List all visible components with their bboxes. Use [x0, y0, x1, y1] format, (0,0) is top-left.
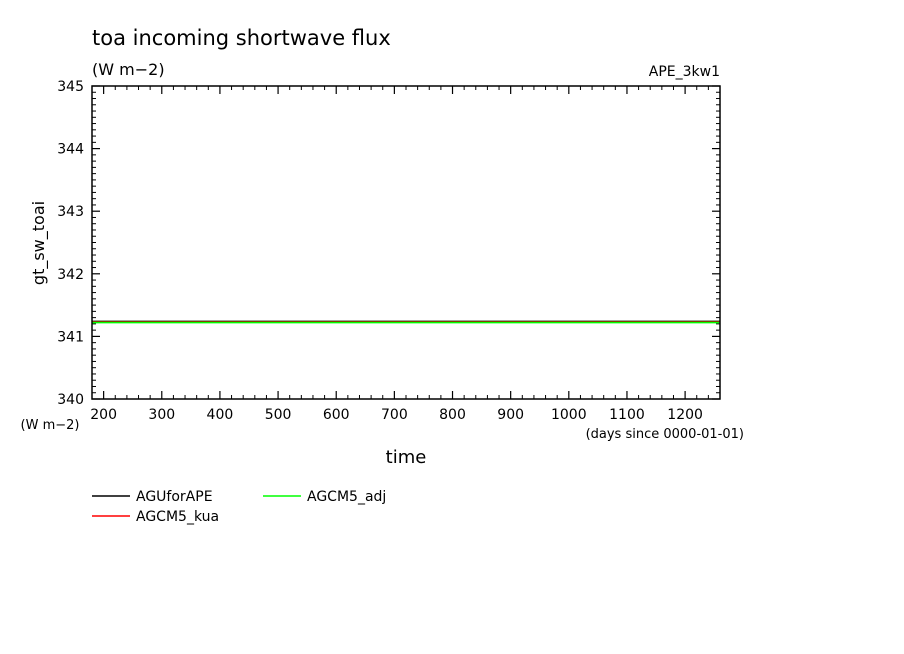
x-tick-label: 500 [265, 407, 292, 423]
dataset-label: APE_3kw1 [649, 64, 720, 80]
x-tick-label: 300 [148, 407, 175, 423]
y-tick-label: 342 [57, 267, 84, 283]
x-tick-label: 1100 [609, 407, 645, 423]
plot-frame [91, 85, 721, 400]
chart-title: toa incoming shortwave flux [92, 26, 391, 50]
x-axis-units: (days since 0000-01-01) [586, 427, 744, 442]
x-tick-label: 700 [381, 407, 408, 423]
x-tick-label: 200 [90, 407, 117, 423]
y-tick-label: 343 [57, 204, 84, 220]
x-tick-label: 1000 [551, 407, 587, 423]
x-tick-label: 400 [207, 407, 234, 423]
legend: AGUforAPE AGCM5_kua AGCM5_adj [92, 489, 386, 525]
y-axis-label: gt_sw_toai [29, 201, 49, 285]
legend-label: AGUforAPE [136, 489, 213, 505]
y-axis-units: (W m−2) [21, 418, 80, 433]
x-axis-label: time [386, 447, 427, 468]
y-tick-label: 340 [57, 392, 84, 408]
x-tick-label: 900 [497, 407, 524, 423]
title-units: (W m−2) [92, 60, 165, 79]
y-tick-label: 345 [57, 79, 84, 95]
y-tick-label: 341 [57, 329, 84, 345]
axis-ticks: 200 300 400 500 600 700 800 900 1000 1100 1200 340 3… [57, 79, 721, 423]
legend-label: AGCM5_adj [307, 489, 386, 505]
x-tick-label: 1200 [667, 407, 703, 423]
series-lines [92, 320, 720, 324]
x-tick-label: 800 [439, 407, 466, 423]
x-tick-label: 600 [323, 407, 350, 423]
legend-label: AGCM5_kua [136, 509, 219, 525]
y-tick-label: 344 [57, 142, 84, 158]
